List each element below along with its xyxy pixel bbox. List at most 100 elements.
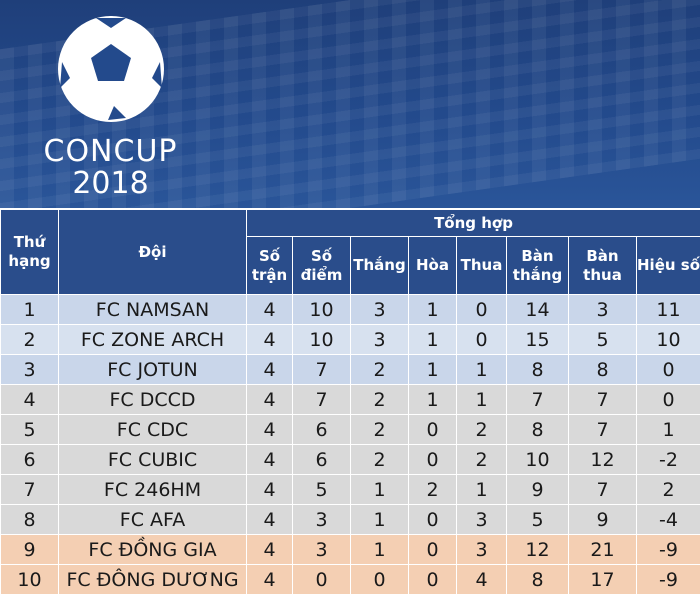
table-row: 10 FC ĐÔNG DƯƠNG 4 0 0 0 4 8 17 -9	[0, 564, 700, 595]
team-cell: FC CUBIC	[58, 444, 247, 475]
goals-against-cell: 9	[568, 504, 637, 535]
goals-against-cell: 7	[568, 414, 637, 445]
team-cell: FC JOTUN	[58, 354, 247, 385]
played-cell: 4	[246, 384, 293, 415]
goal-diff-cell: -4	[635, 504, 700, 535]
drawn-cell: 2	[408, 474, 457, 505]
table-row: 6 FC CUBIC 4 6 2 0 2 10 12 -2	[0, 444, 700, 475]
won-cell: 2	[350, 384, 409, 415]
lost-cell: 4	[456, 564, 507, 595]
rank-cell: 2	[0, 324, 59, 355]
team-cell: FC AFA	[58, 504, 247, 535]
goals-for-cell: 9	[506, 474, 569, 505]
goal-diff-cell: -2	[635, 444, 700, 475]
goals-against-cell: 8	[568, 354, 637, 385]
points-cell: 3	[292, 534, 351, 565]
banner: CONCUP 2018	[0, 0, 700, 208]
lost-cell: 0	[456, 324, 507, 355]
rank-cell: 8	[0, 504, 59, 535]
drawn-cell: 1	[408, 294, 457, 325]
goals-against-cell: 7	[568, 384, 637, 415]
lost-cell: 1	[456, 354, 507, 385]
rank-cell: 4	[0, 384, 59, 415]
goals-for-cell: 14	[506, 294, 569, 325]
team-cell: FC DCCD	[58, 384, 247, 415]
logo-text: CONCUP 2018	[38, 136, 183, 200]
goal-diff-cell: -9	[635, 534, 700, 565]
lost-cell: 2	[456, 444, 507, 475]
points-cell: 7	[292, 384, 351, 415]
goal-diff-cell: 1	[635, 414, 700, 445]
lost-cell: 2	[456, 414, 507, 445]
drawn-cell: 0	[408, 414, 457, 445]
lost-cell: 0	[456, 294, 507, 325]
table-row: 9 FC ĐỒNG GIA 4 3 1 0 3 12 21 -9	[0, 534, 700, 565]
goal-diff-cell: 2	[635, 474, 700, 505]
points-cell: 6	[292, 444, 351, 475]
logo-year: 2018	[72, 166, 149, 201]
drawn-cell: 0	[408, 444, 457, 475]
goals-against-cell: 17	[568, 564, 637, 595]
goals-for-cell: 8	[506, 564, 569, 595]
header-drawn: Hòa	[408, 236, 457, 295]
goals-against-cell: 21	[568, 534, 637, 565]
header-goals-for: Bàn thắng	[506, 236, 569, 295]
played-cell: 4	[246, 534, 293, 565]
goal-diff-cell: -9	[635, 564, 700, 595]
won-cell: 2	[350, 354, 409, 385]
soccer-ball-icon	[58, 16, 164, 122]
drawn-cell: 0	[408, 564, 457, 595]
header-lost: Thua	[456, 236, 507, 295]
header-group-summary: Tổng hợp	[245, 209, 700, 237]
points-cell: 6	[292, 414, 351, 445]
played-cell: 4	[246, 474, 293, 505]
table-row: 1 FC NAMSAN 4 10 3 1 0 14 3 11	[0, 294, 700, 325]
standings-table: Thứ hạng Đội Tổng hợp Số trận Số điểm Th…	[0, 209, 700, 595]
points-cell: 7	[292, 354, 351, 385]
won-cell: 3	[350, 324, 409, 355]
team-cell: FC 246HM	[58, 474, 247, 505]
lost-cell: 1	[456, 384, 507, 415]
header-goal-diff: Hiệu số	[635, 236, 700, 295]
won-cell: 0	[350, 564, 409, 595]
rank-cell: 5	[0, 414, 59, 445]
rank-cell: 6	[0, 444, 59, 475]
goal-diff-cell: 0	[635, 354, 700, 385]
won-cell: 2	[350, 414, 409, 445]
header-rank: Thứ hạng	[0, 209, 59, 295]
table-row: 4 FC DCCD 4 7 2 1 1 7 7 0	[0, 384, 700, 415]
played-cell: 4	[246, 444, 293, 475]
header-team: Đội	[58, 209, 247, 295]
goals-for-cell: 15	[506, 324, 569, 355]
points-cell: 10	[292, 324, 351, 355]
points-cell: 3	[292, 504, 351, 535]
points-cell: 0	[292, 564, 351, 595]
header-played: Số trận	[246, 236, 293, 295]
rank-cell: 1	[0, 294, 59, 325]
lost-cell: 3	[456, 504, 507, 535]
table-row: 2 FC ZONE ARCH 4 10 3 1 0 15 5 10	[0, 324, 700, 355]
points-cell: 10	[292, 294, 351, 325]
won-cell: 3	[350, 294, 409, 325]
goals-against-cell: 5	[568, 324, 637, 355]
goals-for-cell: 12	[506, 534, 569, 565]
table-row: 3 FC JOTUN 4 7 2 1 1 8 8 0	[0, 354, 700, 385]
goals-against-cell: 3	[568, 294, 637, 325]
played-cell: 4	[246, 294, 293, 325]
table-row: 7 FC 246HM 4 5 1 2 1 9 7 2	[0, 474, 700, 505]
rank-cell: 3	[0, 354, 59, 385]
team-cell: FC ĐỒNG GIA	[58, 534, 247, 565]
lost-cell: 3	[456, 534, 507, 565]
concup-logo: CONCUP 2018	[38, 14, 183, 200]
header-won: Thắng	[350, 236, 409, 295]
table-row: 8 FC AFA 4 3 1 0 3 5 9 -4	[0, 504, 700, 535]
goals-for-cell: 8	[506, 414, 569, 445]
played-cell: 4	[246, 414, 293, 445]
goals-against-cell: 12	[568, 444, 637, 475]
goal-diff-cell: 10	[635, 324, 700, 355]
drawn-cell: 0	[408, 534, 457, 565]
team-cell: FC ZONE ARCH	[58, 324, 247, 355]
won-cell: 1	[350, 474, 409, 505]
lost-cell: 1	[456, 474, 507, 505]
points-cell: 5	[292, 474, 351, 505]
